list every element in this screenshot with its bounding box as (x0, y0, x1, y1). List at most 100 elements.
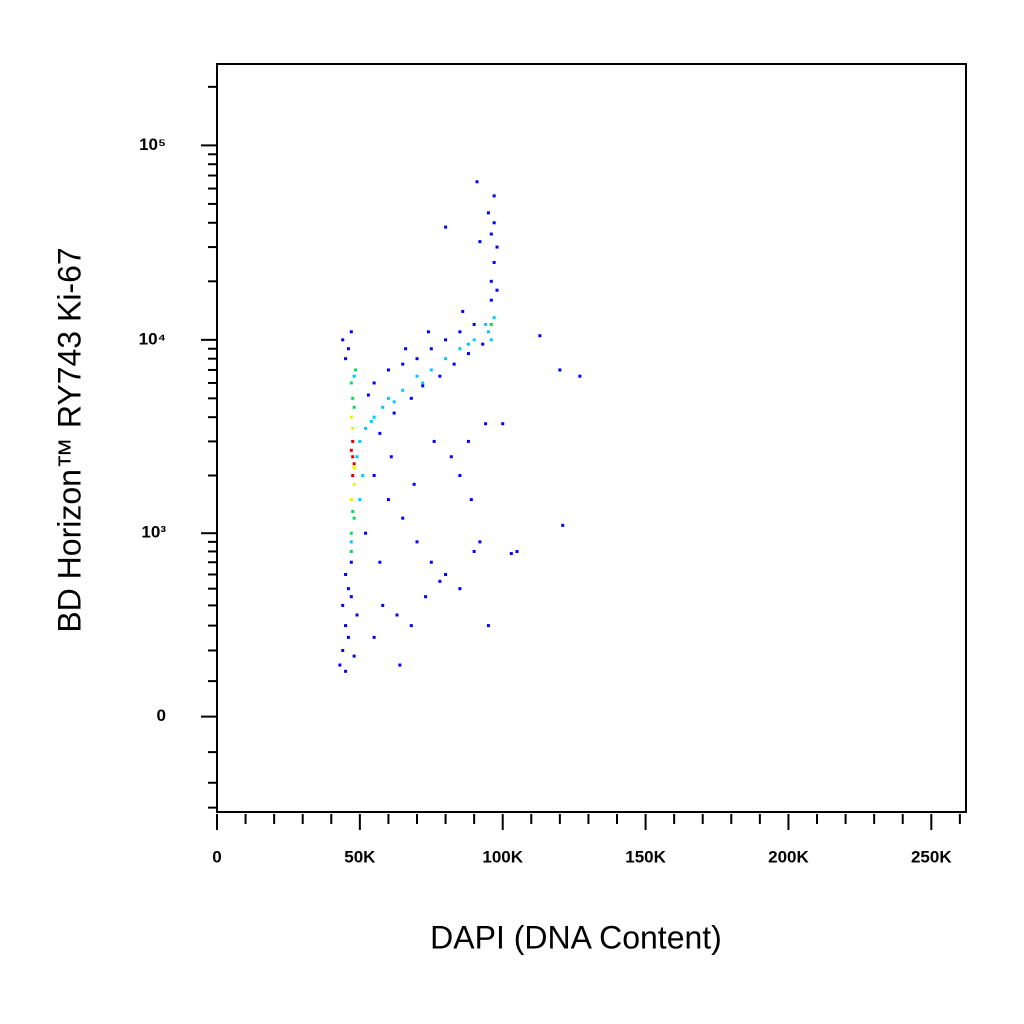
point (458, 347, 462, 351)
point (492, 221, 496, 225)
point (341, 338, 345, 342)
plot-frame (216, 63, 967, 813)
point (344, 624, 348, 628)
point (355, 455, 359, 459)
y-tick-label: 10⁴ (139, 329, 166, 348)
point (558, 368, 562, 372)
point (366, 393, 370, 397)
point (352, 374, 356, 378)
point (458, 330, 462, 334)
point (461, 309, 465, 313)
point (424, 595, 428, 599)
point (578, 374, 582, 378)
point (415, 540, 419, 544)
point (372, 415, 376, 419)
point (449, 455, 453, 459)
point (452, 362, 456, 366)
point (349, 595, 353, 599)
point (492, 194, 496, 198)
point (466, 439, 470, 443)
point (351, 396, 355, 400)
point (352, 482, 356, 486)
point (415, 374, 419, 378)
x-tick-label: 50K (344, 847, 376, 866)
point (444, 225, 448, 229)
y-tick-label: 10³ (141, 523, 166, 542)
point (354, 368, 358, 372)
x-axis-title: DAPI (DNA Content) (430, 919, 722, 955)
point (346, 347, 350, 351)
x-tick-label: 150K (625, 847, 666, 866)
point (478, 540, 482, 544)
point (355, 613, 359, 617)
point (515, 549, 519, 553)
point (429, 368, 433, 372)
x-tick-label: 100K (482, 847, 523, 866)
point (352, 462, 356, 466)
point (351, 439, 355, 443)
point (351, 474, 355, 478)
point (495, 245, 499, 249)
point (401, 362, 405, 366)
point (338, 663, 342, 667)
x-tick-label: 0 (212, 847, 221, 866)
point (501, 422, 505, 426)
point (458, 587, 462, 591)
point (349, 448, 353, 452)
point (481, 342, 485, 346)
point (478, 240, 482, 244)
point (395, 613, 399, 617)
point (349, 531, 353, 535)
point (472, 322, 476, 326)
point (429, 347, 433, 351)
point (398, 663, 402, 667)
point (401, 516, 405, 520)
point (364, 426, 368, 430)
point (349, 498, 353, 502)
point (372, 381, 376, 385)
point (372, 474, 376, 478)
point (364, 531, 368, 535)
point (352, 466, 356, 470)
point (358, 498, 362, 502)
point (401, 388, 405, 392)
point (421, 384, 425, 388)
point (352, 654, 356, 658)
point (489, 232, 493, 236)
point (352, 516, 356, 520)
point (351, 510, 355, 514)
point (344, 357, 348, 361)
point (349, 540, 353, 544)
point (561, 523, 565, 527)
point (466, 342, 470, 346)
point (344, 669, 348, 673)
point (421, 381, 425, 385)
point (495, 288, 499, 292)
point (386, 368, 390, 372)
point (372, 635, 376, 639)
y-tick-label: 10⁵ (139, 135, 166, 154)
point (389, 455, 393, 459)
point (472, 338, 476, 342)
point (351, 455, 355, 459)
point (404, 347, 408, 351)
x-tick-label: 200K (768, 847, 809, 866)
point (538, 334, 542, 338)
point (486, 330, 490, 334)
point (426, 330, 430, 334)
point (472, 549, 476, 553)
point (444, 572, 448, 576)
point (349, 549, 353, 553)
point (469, 498, 473, 502)
point (392, 411, 396, 415)
point (489, 279, 493, 283)
point (386, 498, 390, 502)
point (458, 474, 462, 478)
y-axis-title: BD Horizon™ RY743 Ki-67 (51, 247, 87, 632)
point (484, 422, 488, 426)
point (509, 552, 513, 556)
point (409, 624, 413, 628)
point (432, 439, 436, 443)
point (349, 560, 353, 564)
